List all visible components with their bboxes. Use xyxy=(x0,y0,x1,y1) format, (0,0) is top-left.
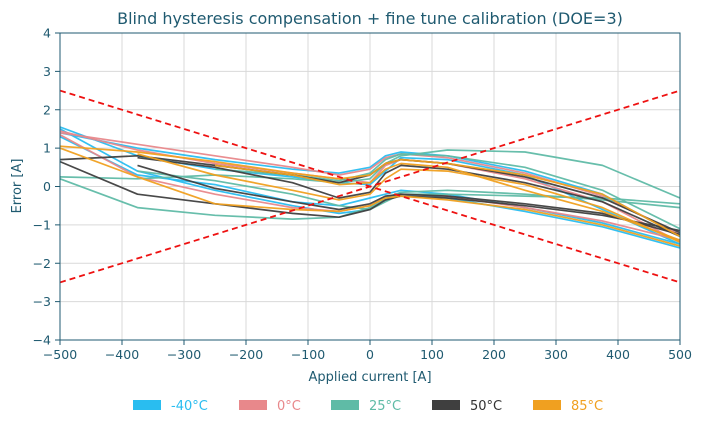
y-tick-label-3: −1 xyxy=(33,217,51,232)
x-tick-label-1: −400 xyxy=(105,347,139,362)
legend-label-4: 85°C xyxy=(571,399,603,414)
chart-title: Blind hysteresis compensation + fine tun… xyxy=(117,9,623,28)
x-tick-label-7: 200 xyxy=(482,347,506,362)
x-tick-label-2: −300 xyxy=(167,347,201,362)
series-4-line-3 xyxy=(214,162,681,241)
legend-item-2: 25°C xyxy=(331,399,401,414)
limit-line-1 xyxy=(59,89,681,284)
series-2-line-1 xyxy=(59,178,681,220)
y-tick-label-0: −4 xyxy=(33,333,51,348)
legend-label-1: 0°C xyxy=(277,399,301,414)
legend-item-1: 0°C xyxy=(239,399,301,414)
series-4-line-2 xyxy=(137,153,681,243)
x-tick-label-3: −200 xyxy=(229,347,263,362)
x-tick-label-8: 300 xyxy=(544,347,568,362)
series-3-line-2 xyxy=(137,156,681,238)
series-4-line-1 xyxy=(59,147,681,247)
series-1-line-0 xyxy=(59,131,681,236)
legend-label-0: -40°C xyxy=(171,399,208,414)
axis-ticks: −500 −400 −300 −200 −100 0 100 200 300 400 500 −4 −3… xyxy=(33,26,692,363)
series-1-line-1 xyxy=(59,130,681,243)
legend-swatch-2 xyxy=(331,400,359,410)
x-tick-label-10: 500 xyxy=(668,347,692,362)
x-tick-label-9: 400 xyxy=(606,347,630,362)
legend-label-2: 25°C xyxy=(369,399,401,414)
x-tick-label-4: −100 xyxy=(291,347,325,362)
legend-swatch-3 xyxy=(432,400,460,410)
plot-area xyxy=(59,89,681,284)
legend-label-3: 50°C xyxy=(470,399,502,414)
y-axis-label: Error [A] xyxy=(10,159,25,214)
legend-item-3: 50°C xyxy=(432,399,502,414)
legend: -40°C 0°C 25°C 50°C 85°C xyxy=(133,399,603,414)
legend-swatch-4 xyxy=(533,400,561,410)
series-3-line-3 xyxy=(137,164,681,236)
y-tick-label-1: −3 xyxy=(33,294,51,309)
x-axis-label: Applied current [A] xyxy=(308,370,431,385)
x-tick-label-5: 0 xyxy=(366,347,374,362)
legend-swatch-0 xyxy=(133,400,161,410)
y-tick-label-5: 1 xyxy=(43,141,51,156)
series-0-line-1 xyxy=(59,131,681,238)
y-tick-label-8: 4 xyxy=(43,26,51,41)
y-tick-label-7: 3 xyxy=(43,64,51,79)
y-tick-label-4: 0 xyxy=(43,179,51,194)
series-2-line-0 xyxy=(59,149,681,199)
series-3-line-1 xyxy=(59,160,681,232)
legend-swatch-1 xyxy=(239,400,267,410)
series-4-line-0 xyxy=(59,145,681,238)
x-tick-label-0: −500 xyxy=(43,347,77,362)
y-tick-label-6: 2 xyxy=(43,102,51,117)
series-2-line-3 xyxy=(214,153,681,230)
y-tick-label-2: −2 xyxy=(33,256,51,271)
legend-item-0: -40°C xyxy=(133,399,208,414)
legend-item-4: 85°C xyxy=(533,399,603,414)
x-tick-label-6: 100 xyxy=(420,347,444,362)
